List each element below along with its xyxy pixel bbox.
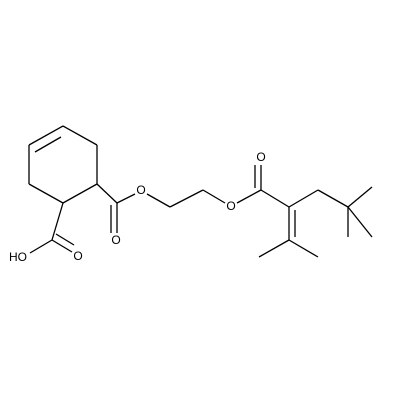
atom-label: O (136, 183, 145, 197)
bonds (28, 125, 373, 258)
atom-label: O (256, 150, 265, 164)
atom-label: O (226, 199, 235, 213)
atom-label: O (73, 249, 82, 263)
atom-label: HO (9, 250, 27, 264)
atom-label: O (111, 233, 120, 247)
